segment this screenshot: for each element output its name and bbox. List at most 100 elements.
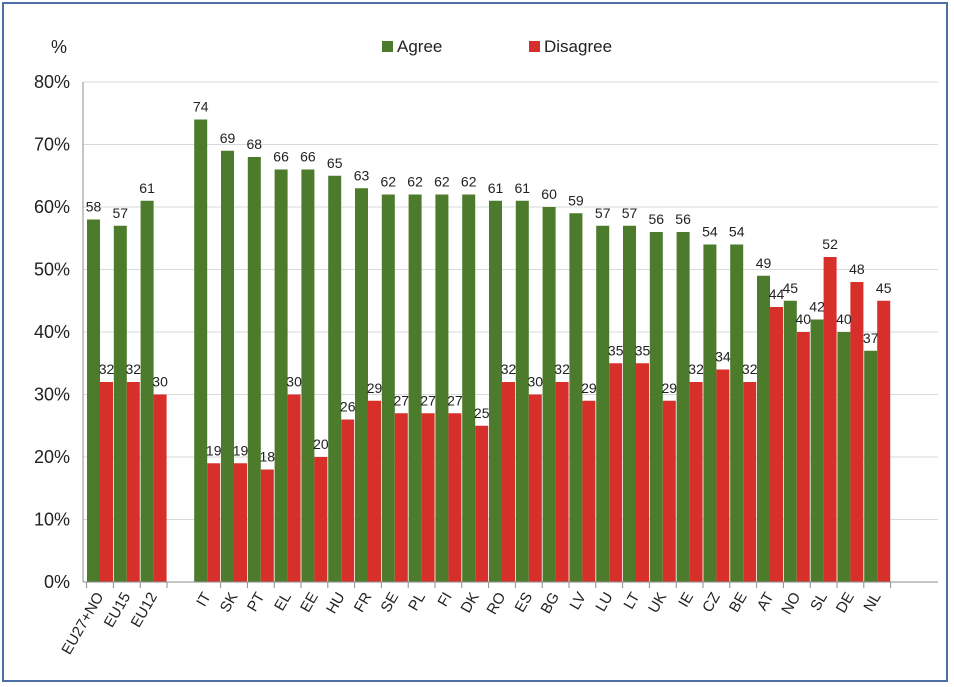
bar-disagree-lu	[609, 363, 623, 582]
bar-disagree-fr	[368, 400, 381, 582]
bars	[87, 119, 891, 582]
value-label-disagree: 18	[260, 449, 276, 465]
value-label-disagree: 48	[849, 261, 865, 277]
value-label-agree: 62	[434, 174, 450, 190]
value-label-disagree: 32	[99, 361, 115, 377]
bar-chart: 0% 10% 20% 30% 40% 50% 60% 70% 80% 58 32 57 32 61 30 7…	[34, 37, 938, 658]
bar-agree-lv	[569, 213, 583, 582]
bar-disagree-dk	[475, 425, 489, 582]
y-tick-label: 30%	[34, 385, 70, 405]
value-label-agree: 57	[622, 205, 638, 221]
value-label-agree: 63	[354, 167, 370, 183]
value-label-disagree: 20	[313, 436, 329, 452]
bar-agree-ro	[489, 200, 502, 582]
category-label: AT	[754, 590, 778, 614]
bar-agree-it	[194, 119, 208, 582]
bar-agree-de	[837, 332, 851, 582]
value-label-disagree: 32	[554, 361, 570, 377]
bar-disagree-eu15	[126, 382, 140, 582]
value-label-disagree: 32	[742, 361, 758, 377]
value-label-disagree: 35	[635, 342, 651, 358]
legend-label-agree: Agree	[397, 37, 442, 56]
category-label: DK	[458, 590, 483, 617]
category-label: IE	[675, 590, 697, 611]
bar-agree-eu12	[140, 200, 154, 582]
bar-disagree-hu	[341, 419, 355, 582]
bar-agree-uk	[649, 232, 663, 582]
y-tick-label: 60%	[34, 197, 70, 217]
category-label: HU	[323, 590, 349, 617]
bar-disagree-nl	[877, 300, 891, 582]
bar-agree-fi	[435, 194, 449, 582]
value-label-agree: 49	[756, 255, 772, 271]
bar-disagree-at	[770, 307, 783, 582]
value-label-disagree: 30	[286, 374, 302, 390]
value-label-disagree: 35	[608, 342, 624, 358]
bar-disagree-pt	[260, 469, 274, 582]
category-label: PL	[405, 590, 429, 614]
y-axis-ticks: 0% 10% 20% 30% 40% 50% 60% 70% 80%	[34, 72, 70, 592]
bar-agree-at	[757, 275, 770, 582]
category-label: SE	[378, 590, 403, 616]
category-label: LV	[567, 590, 590, 613]
bar-disagree-sk	[234, 463, 247, 582]
value-label-disagree: 26	[340, 399, 356, 415]
legend-label-disagree: Disagree	[544, 37, 612, 56]
value-label-disagree: 27	[420, 392, 436, 408]
value-label-agree: 56	[649, 211, 665, 227]
bar-disagree-be	[743, 382, 757, 582]
bar-agree-pl	[408, 194, 422, 582]
bar-agree-el	[274, 169, 288, 582]
y-tick-label: 20%	[34, 447, 70, 467]
category-label: EE	[297, 590, 322, 616]
value-label-disagree: 40	[796, 311, 812, 327]
category-label: EU12	[128, 590, 161, 631]
value-label-agree: 62	[407, 174, 423, 190]
category-label: RO	[483, 590, 509, 618]
y-tick-label: 10%	[34, 510, 70, 530]
category-label: FR	[351, 589, 376, 615]
value-label-agree: 58	[86, 199, 102, 215]
value-label-agree: 56	[675, 211, 691, 227]
value-label-agree: 68	[247, 136, 263, 152]
y-tick-label: 0%	[44, 572, 70, 592]
category-label: DE	[833, 590, 858, 617]
category-label: BG	[537, 590, 563, 617]
legend-swatch-disagree	[529, 41, 540, 52]
value-label-agree: 57	[595, 205, 611, 221]
value-label-disagree: 30	[152, 374, 168, 390]
bar-disagree-lv	[582, 400, 596, 582]
value-label-agree: 61	[139, 180, 155, 196]
value-label-agree: 74	[193, 99, 209, 115]
bar-agree-fr	[355, 188, 368, 582]
value-label-disagree: 52	[822, 236, 838, 252]
value-label-disagree: 19	[233, 442, 249, 458]
bar-disagree-pl	[421, 413, 435, 582]
bar-agree-pt	[247, 157, 261, 582]
bar-disagree-uk	[662, 400, 676, 582]
bar-agree-sl	[810, 319, 824, 582]
bar-disagree-ie	[689, 382, 703, 582]
value-label-agree: 61	[515, 180, 531, 196]
bar-agree-nl	[864, 350, 878, 582]
bar-disagree-it	[207, 463, 221, 582]
value-label-agree: 65	[327, 155, 343, 171]
bar-agree-lt	[623, 225, 636, 582]
category-label: LT	[621, 590, 644, 613]
value-label-disagree: 32	[688, 361, 704, 377]
bar-disagree-lt	[636, 363, 649, 582]
category-label: SK	[217, 590, 242, 616]
bar-disagree-ro	[502, 382, 515, 582]
y-tick-label: 50%	[34, 260, 70, 280]
bar-agree-es	[515, 200, 529, 582]
value-label-disagree: 25	[474, 405, 490, 421]
value-label-agree: 60	[541, 186, 557, 202]
value-label-disagree: 32	[501, 361, 517, 377]
value-label-agree: 59	[568, 192, 584, 208]
value-label-agree: 42	[809, 299, 825, 315]
bar-disagree-cz	[716, 369, 730, 582]
bar-agree-lu	[596, 225, 610, 582]
value-label-disagree: 45	[876, 280, 892, 296]
category-label: ES	[512, 590, 537, 616]
